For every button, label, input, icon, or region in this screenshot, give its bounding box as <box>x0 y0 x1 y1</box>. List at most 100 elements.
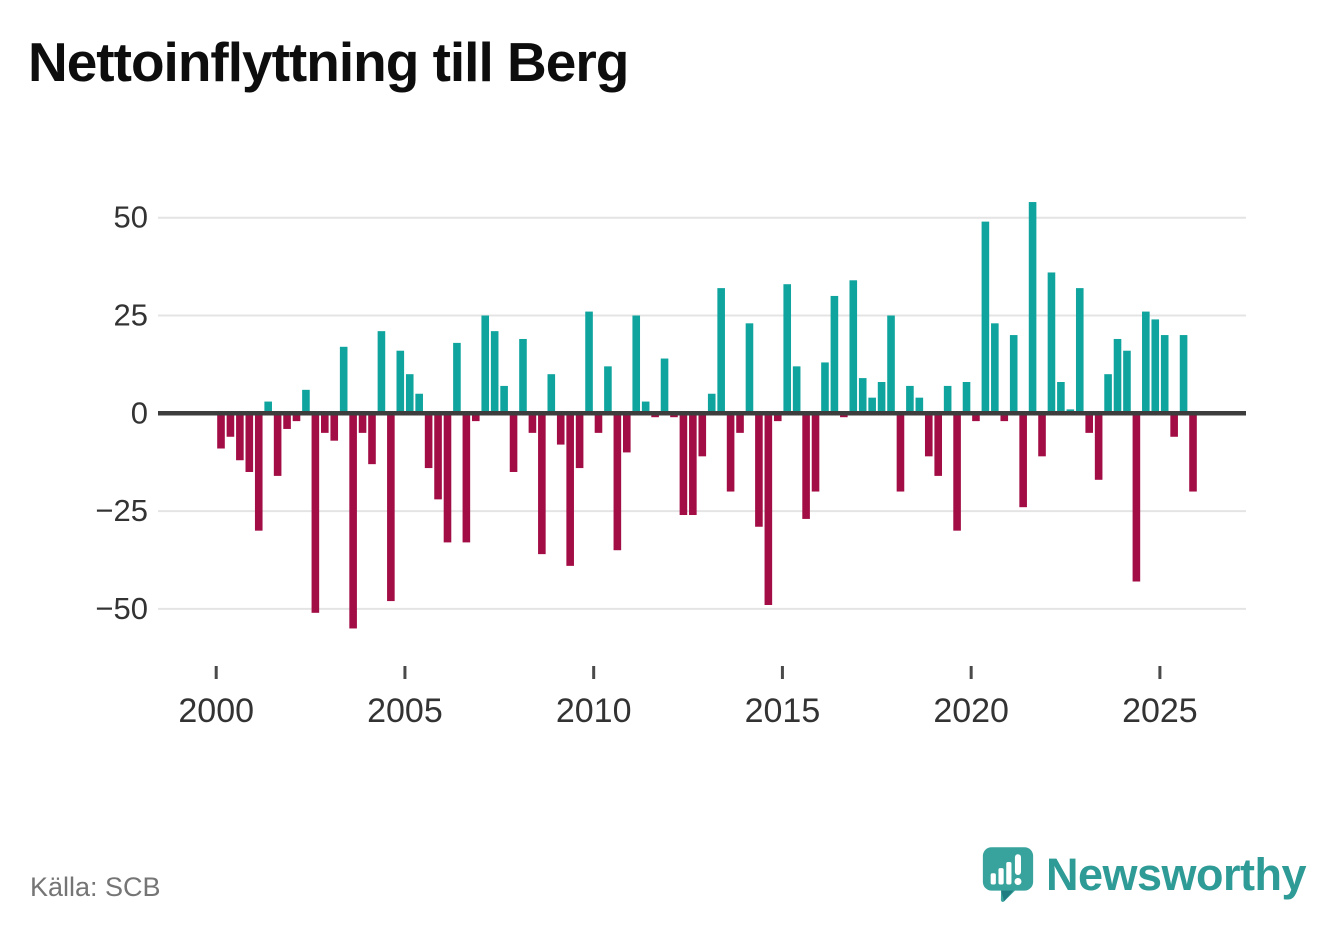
bar-2010Q1 <box>594 413 603 433</box>
bar-2022Q1 <box>1047 272 1056 414</box>
bar-2006Q2 <box>453 342 461 414</box>
bar-2024Q2 <box>1132 413 1141 582</box>
bar-2022Q2 <box>1057 382 1065 414</box>
bar-2024Q3 <box>1142 311 1150 414</box>
bar-2011Q1 <box>632 315 641 414</box>
bar-2004Q1 <box>368 413 376 465</box>
bar-2017Q1 <box>858 378 867 414</box>
y-axis-label--50: −50 <box>95 591 148 626</box>
bar-2001Q2 <box>264 401 272 414</box>
bar-2009Q1 <box>556 413 565 445</box>
bar-2023Q4 <box>1113 338 1122 414</box>
bar-2025Q2 <box>1170 413 1178 437</box>
bar-2004Q2 <box>377 331 386 414</box>
bar-2023Q2 <box>1094 413 1103 480</box>
bar-2003Q2 <box>339 346 348 414</box>
bar-2024Q1 <box>1123 350 1131 414</box>
x-axis-label-2010: 2010 <box>556 692 632 730</box>
bar-2023Q3 <box>1104 374 1112 414</box>
bar-2023Q1 <box>1085 413 1094 433</box>
bar-2015Q3 <box>802 413 810 519</box>
bar-2021Q1 <box>1009 335 1018 414</box>
bar-2002Q2 <box>302 389 310 414</box>
bar-2021Q2 <box>1019 413 1027 508</box>
bar-2020Q4 <box>1000 413 1009 422</box>
bar-2007Q4 <box>509 413 518 472</box>
bar-2008Q1 <box>519 338 527 414</box>
bar-2000Q4 <box>245 413 254 472</box>
bar-2020Q3 <box>991 323 999 414</box>
bar-2016Q4 <box>849 280 858 414</box>
bar-2006Q1 <box>443 413 452 543</box>
bar-2009Q3 <box>575 413 584 469</box>
bar-2000Q1 <box>217 413 225 449</box>
bar-2003Q3 <box>349 413 357 629</box>
bar-2015Q2 <box>792 366 801 414</box>
x-axis-label-2025: 2025 <box>1122 692 1198 730</box>
bar-2025Q4 <box>1189 413 1197 492</box>
bar-2002Q3 <box>311 413 320 613</box>
bar-2019Q3 <box>953 413 961 531</box>
bar-2014Q1 <box>745 323 754 414</box>
y-axis-label-50: 50 <box>114 200 148 235</box>
bar-2024Q4 <box>1151 319 1160 414</box>
bar-2018Q3 <box>915 397 924 414</box>
bar-2005Q1 <box>405 374 414 414</box>
bar-2021Q4 <box>1038 413 1046 457</box>
y-axis-label--25: −25 <box>95 493 148 528</box>
bar-2007Q2 <box>490 331 499 414</box>
bar-2017Q3 <box>877 382 886 414</box>
bar-2018Q1 <box>896 413 905 492</box>
bar-2014Q3 <box>764 413 773 605</box>
bar-2020Q1 <box>972 413 980 422</box>
bar-2013Q1 <box>707 393 716 414</box>
logo-exclamation-icon <box>1014 854 1022 885</box>
bar-2010Q2 <box>604 366 612 414</box>
bar-2015Q4 <box>811 413 820 492</box>
bar-2003Q4 <box>358 413 367 433</box>
bar-2008Q3 <box>538 413 546 555</box>
bar-2007Q1 <box>481 315 490 414</box>
newsworthy-logo-icon <box>982 847 1034 902</box>
x-axis-label-2005: 2005 <box>367 692 443 730</box>
bar-2002Q1 <box>292 413 301 422</box>
bar-2003Q1 <box>330 413 339 441</box>
bar-2019Q1 <box>934 413 943 476</box>
bar-2008Q4 <box>547 374 556 414</box>
bar-2022Q4 <box>1075 288 1084 414</box>
bar-2007Q3 <box>500 385 508 414</box>
bar-2005Q4 <box>434 413 442 500</box>
bar-2025Q3 <box>1179 335 1188 414</box>
bar-2025Q1 <box>1160 335 1169 414</box>
bar-2018Q4 <box>924 413 933 457</box>
bar-2013Q3 <box>726 413 735 492</box>
bar-2021Q3 <box>1028 202 1037 414</box>
bar-2000Q3 <box>236 413 244 461</box>
brand-footer: Newsworthy <box>982 843 1307 907</box>
bar-2009Q2 <box>566 413 574 566</box>
bar-2019Q2 <box>943 385 952 414</box>
x-axis-label-2000: 2000 <box>178 692 254 730</box>
bar-2004Q4 <box>396 350 405 414</box>
bar-2009Q4 <box>585 311 593 414</box>
page-title: Nettoinflyttning till Berg <box>28 31 629 93</box>
bar-2004Q3 <box>387 413 395 602</box>
bar-2011Q4 <box>660 358 669 414</box>
bar-2001Q3 <box>273 413 282 476</box>
bar-2020Q2 <box>981 221 990 414</box>
bar-2002Q4 <box>321 413 329 433</box>
y-axis-label-0: 0 <box>131 395 148 430</box>
logo-bubble-shadow <box>1001 890 1014 902</box>
bar-2013Q4 <box>736 413 744 433</box>
bar-2010Q4 <box>622 413 631 453</box>
bar-2012Q3 <box>689 413 697 516</box>
bar-2005Q3 <box>424 413 433 469</box>
bar-2001Q1 <box>254 413 263 531</box>
bar-2001Q4 <box>283 413 291 429</box>
bar-2000Q2 <box>226 413 235 437</box>
y-axis-label-25: 25 <box>114 298 148 333</box>
bar-2016Q1 <box>821 362 829 414</box>
bar-2015Q1 <box>783 284 792 414</box>
